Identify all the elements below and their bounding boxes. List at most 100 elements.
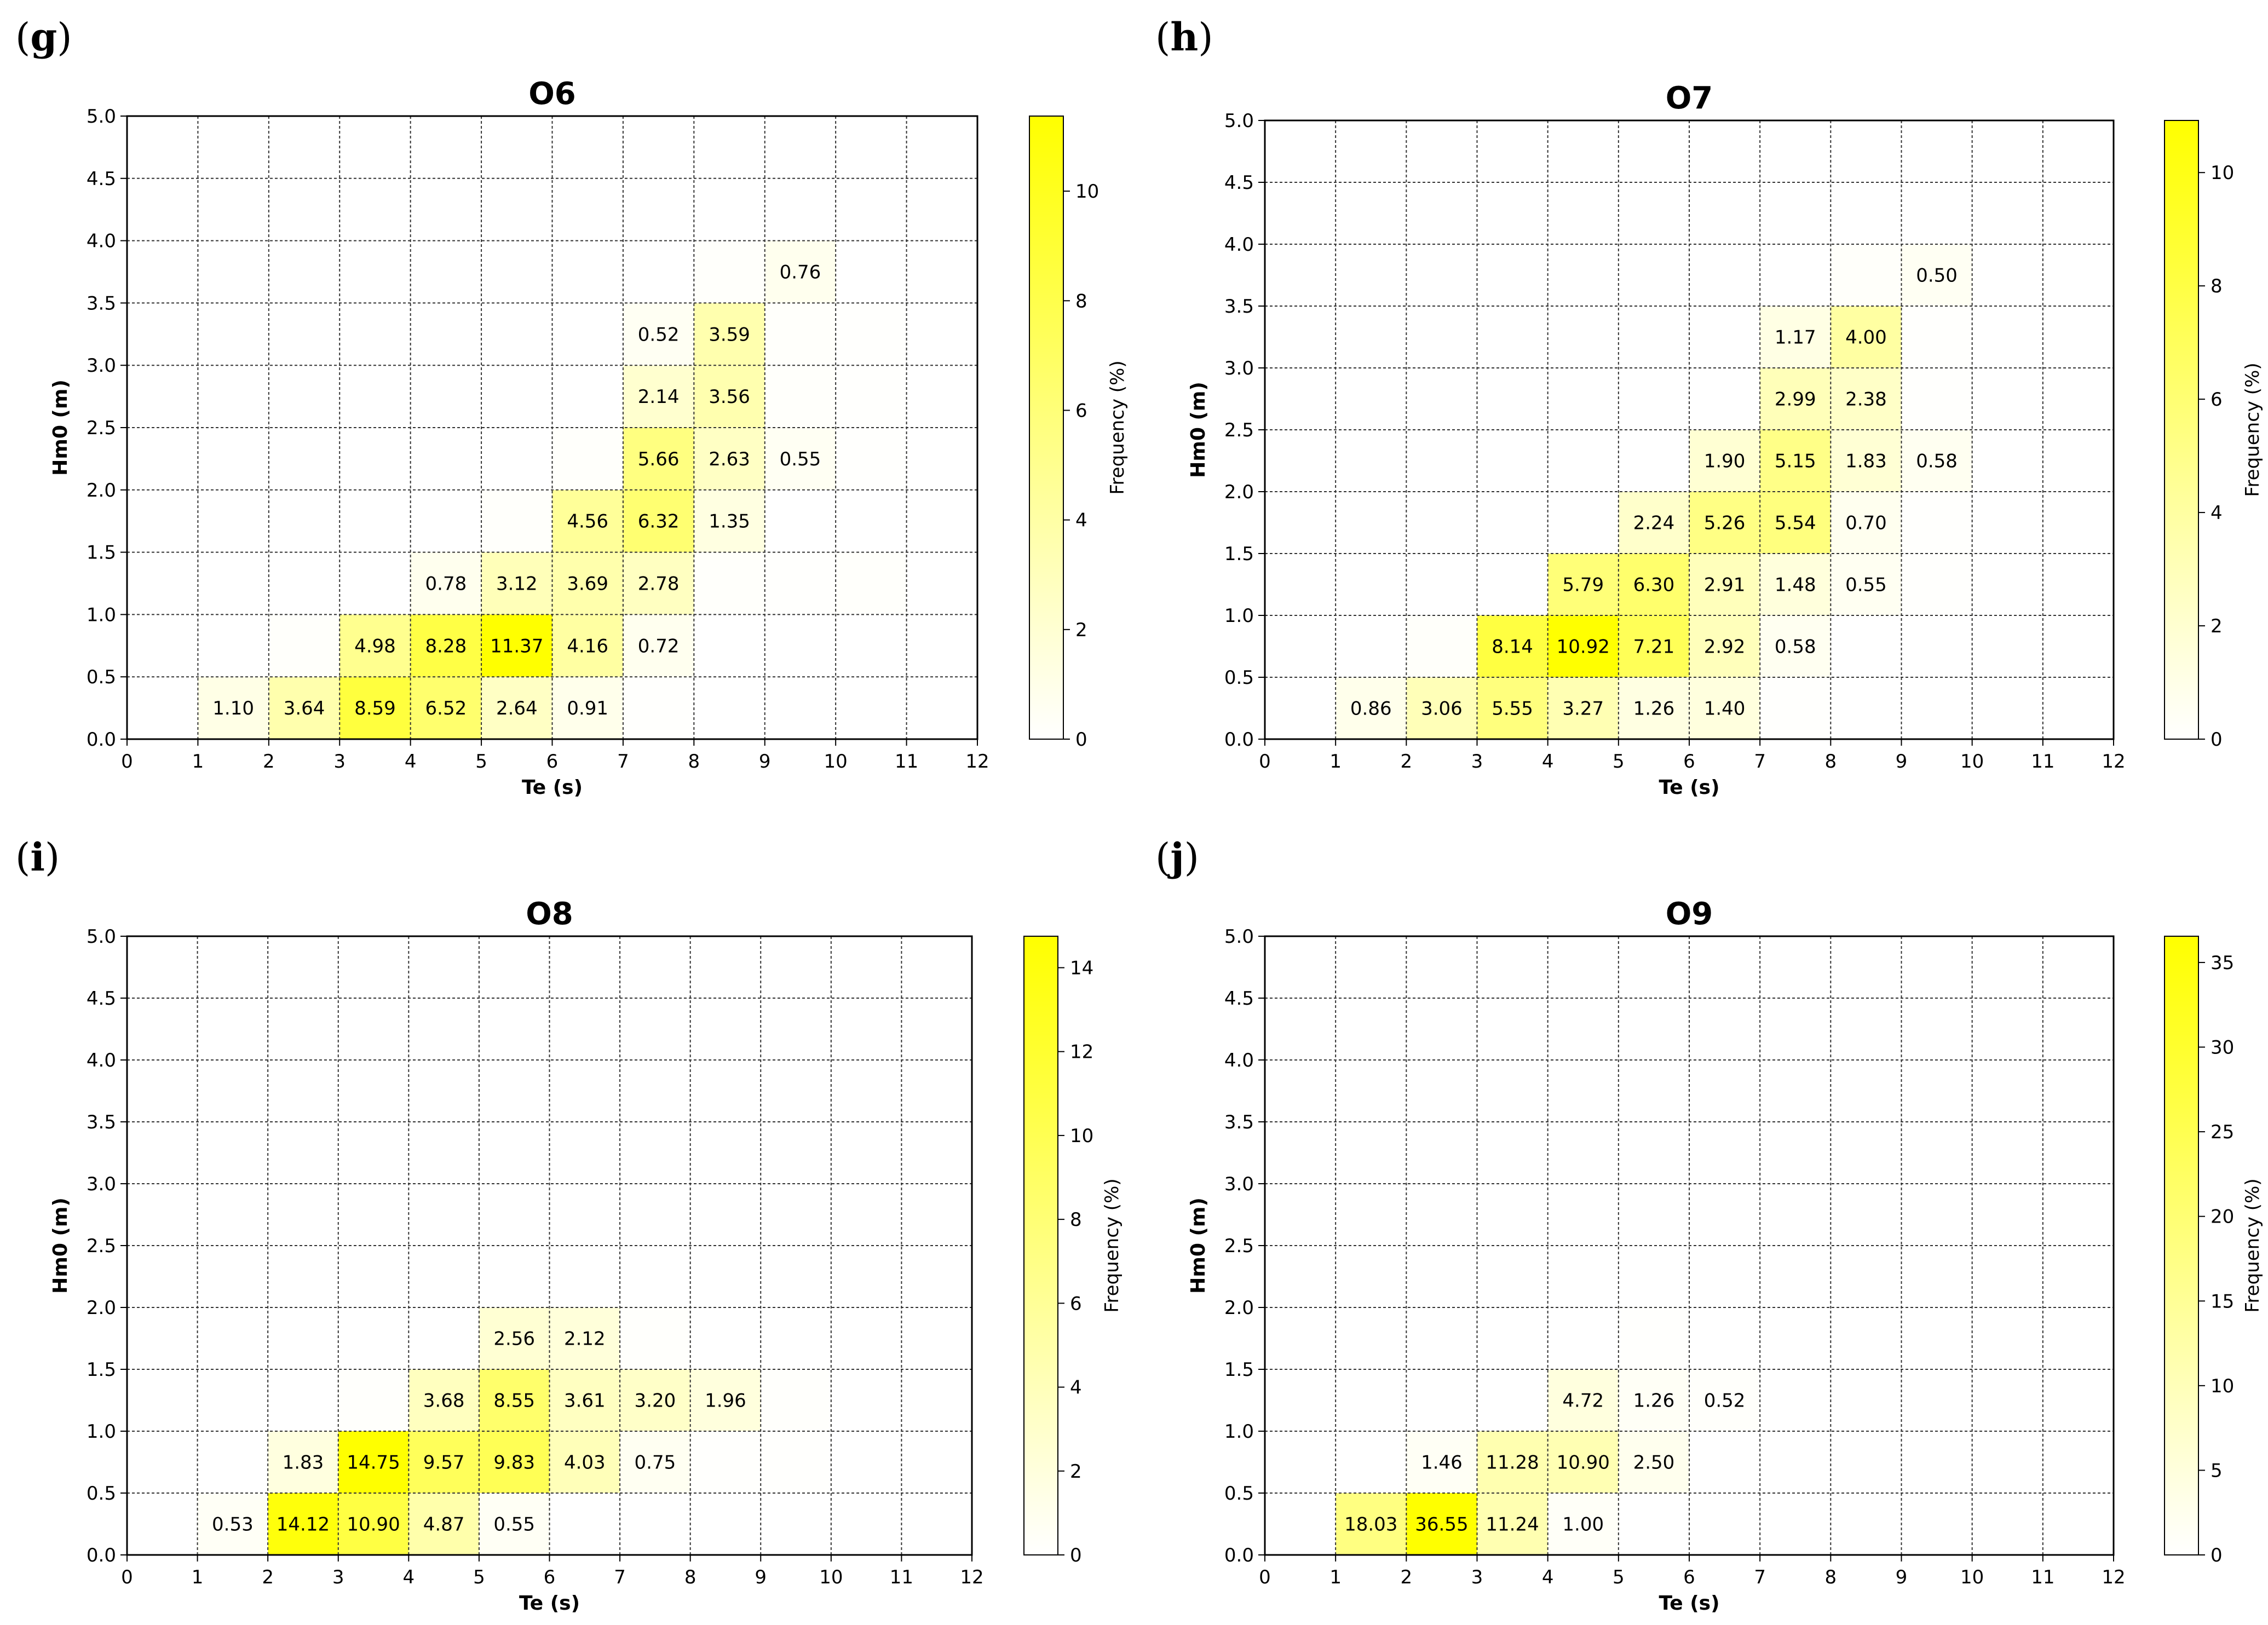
- heatmap-cell: [479, 1369, 550, 1431]
- cell-value-label: 2.38: [1845, 389, 1887, 411]
- cell-value-label: 6.52: [425, 698, 467, 719]
- cell-value-label: 0.52: [1704, 1390, 1746, 1412]
- x-tick-label: 0: [121, 1566, 133, 1588]
- cell-value-label: 1.83: [283, 1452, 324, 1474]
- heatmap-cell: [338, 1493, 409, 1555]
- colorbar-tick-label: 6: [1075, 400, 1087, 422]
- heatmap-cell: [549, 1307, 620, 1369]
- cell-value-label: 1.96: [705, 1390, 746, 1412]
- y-tick-label: 2.5: [87, 1235, 116, 1257]
- heatmap-cell: [1618, 1307, 1689, 1369]
- x-tick-label: 2: [263, 751, 275, 773]
- chart-title: O8: [526, 896, 573, 932]
- colorbar-label: Frequency (%): [2242, 1178, 2264, 1312]
- heatmap-cell: [268, 1431, 338, 1493]
- y-tick-label: 0.0: [1224, 729, 1254, 751]
- cell-value-label: 11.28: [1486, 1452, 1539, 1474]
- x-tick-label: 9: [755, 1566, 767, 1588]
- heatmap-cell: [1547, 1493, 1619, 1555]
- y-tick-label: 3.5: [1224, 296, 1254, 318]
- heatmap-cell: [1618, 554, 1689, 615]
- heatmap-cell: [338, 1431, 409, 1493]
- chart-panel-g: (g)O61.10 3.64 8.59 6.52 2.64 0.914.98 8.28 11.…: [15, 14, 1129, 799]
- colorbar-tick-label: 0: [1075, 729, 1087, 751]
- x-tick-label: 3: [333, 751, 346, 773]
- y-tick-label: 1.0: [1224, 1421, 1254, 1443]
- y-tick-label: 2.0: [1224, 1297, 1254, 1319]
- y-tick-label: 2.5: [87, 417, 116, 439]
- y-tick-label: 5.0: [87, 926, 116, 948]
- x-tick-label: 12: [965, 751, 989, 773]
- y-axis-ticks: 0.0 0.5 1.0 1.5 2.0 2.5 3.0 3.5 4.0 4.5 5.0: [87, 106, 127, 751]
- y-tick-label: 5.0: [1224, 926, 1254, 948]
- cell-value-label: 7.21: [1633, 636, 1675, 658]
- cell-value-label: 3.68: [423, 1390, 465, 1412]
- heatmap-cell: [1689, 554, 1760, 615]
- y-tick-label: 4.0: [87, 1050, 116, 1071]
- panel-label: (h): [1155, 14, 1213, 60]
- heatmap-cell: [1830, 368, 1902, 430]
- x-axis-ticks: 0 1 2 3 4 5 6 7 8 9 10 11 12: [121, 1555, 984, 1588]
- cell-value-label: 4.16: [567, 635, 608, 657]
- heatmap-cell: [1618, 615, 1689, 677]
- colorbar-label: Frequency (%): [1107, 360, 1129, 494]
- cell-value-label: 10.90: [1557, 1452, 1610, 1474]
- cell-value-label: 2.14: [638, 386, 680, 408]
- panel-label: (g): [15, 14, 72, 60]
- cell-labels: 0.53 14.12 10.90 4.87 0.55 1.83 14.75 9.57 9.83 4…: [212, 1328, 746, 1536]
- heatmap-cell: [1830, 430, 1902, 492]
- heatmap-cell: [836, 552, 907, 615]
- colorbar-tick-label: 6: [2211, 389, 2223, 411]
- cell-value-label: 2.92: [1704, 636, 1746, 658]
- x-axis-ticks: 0 1 2 3 4 5 6 7 8 9 10 11 12: [121, 739, 989, 773]
- cell-value-label: 0.78: [425, 573, 467, 595]
- heatmap-cell: [552, 677, 623, 739]
- x-axis-label: Te (s): [1659, 776, 1719, 799]
- y-tick-label: 4.5: [87, 168, 116, 190]
- heatmap-cell: [198, 677, 269, 739]
- cell-labels: 1.10 3.64 8.59 6.52 2.64 0.91 4.98 8.28 11.37 4.1…: [212, 262, 821, 720]
- heatmap-cell: [552, 614, 623, 677]
- colorbar-bar: [2164, 120, 2199, 740]
- heatmap-cell: [1830, 492, 1902, 554]
- heatmap-cell: [408, 1369, 479, 1431]
- heatmap-cell: [1477, 1493, 1548, 1555]
- heatmap-cell: [268, 614, 340, 677]
- heatmap-cell: [1760, 677, 1831, 739]
- heatmap-cells: [1336, 244, 1972, 739]
- x-tick-label: 11: [895, 751, 918, 773]
- colorbar-tick-label: 0: [2211, 1545, 2223, 1566]
- x-tick-label: 6: [1683, 1566, 1695, 1588]
- colorbar-tick-label: 4: [1075, 510, 1087, 532]
- colorbar-tick-label: 8: [2211, 275, 2223, 297]
- x-tick-label: 7: [614, 1566, 626, 1588]
- colorbar-bar: [2164, 936, 2199, 1555]
- colorbar-tick-label: 0: [1070, 1545, 1082, 1566]
- heatmap-cell: [1760, 554, 1831, 615]
- heatmap-cell: [481, 677, 552, 739]
- y-tick-label: 5.0: [87, 106, 116, 128]
- y-tick-label: 2.0: [87, 480, 116, 502]
- heatmap-cell: [1477, 1431, 1548, 1493]
- cell-value-label: 5.66: [638, 448, 680, 470]
- colorbar-tick-label: 8: [1075, 290, 1087, 312]
- heatmap-cell: [268, 677, 340, 739]
- cell-value-label: 0.72: [638, 635, 680, 657]
- colorbar-tick-label: 2: [1070, 1461, 1082, 1483]
- heatmap-cell: [1901, 306, 1972, 368]
- y-tick-label: 0.5: [87, 666, 116, 688]
- y-tick-label: 1.0: [87, 1421, 116, 1443]
- y-tick-label: 0.0: [1224, 1545, 1254, 1566]
- x-axis-label: Te (s): [522, 776, 583, 799]
- heatmap-cell: [620, 1431, 690, 1493]
- y-tick-label: 0.0: [87, 729, 116, 751]
- cell-value-label: 8.14: [1492, 636, 1533, 658]
- cell-value-label: 8.55: [493, 1390, 535, 1412]
- heatmap-cell: [549, 1431, 620, 1493]
- cell-value-label: 4.87: [423, 1514, 465, 1536]
- heatmap-cell: [690, 1369, 761, 1431]
- heatmap-cell: [1618, 1431, 1689, 1493]
- cell-value-label: 1.17: [1775, 327, 1816, 349]
- cell-value-label: 1.00: [1562, 1514, 1604, 1536]
